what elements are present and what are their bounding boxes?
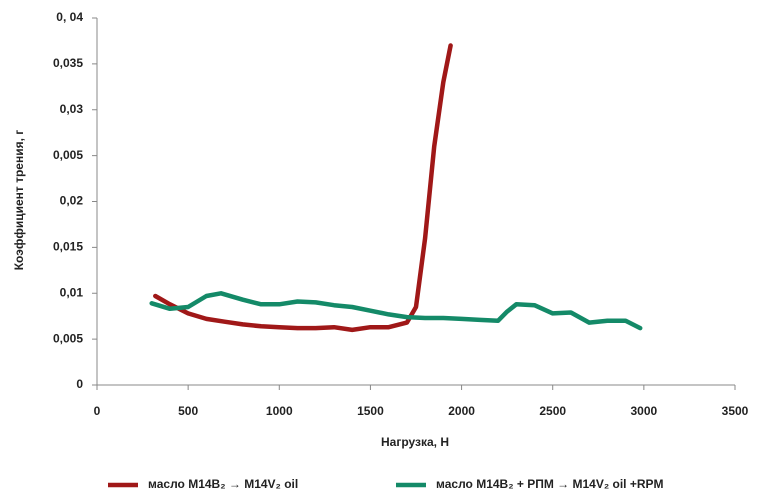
y-tick-label: 0,03 <box>60 102 84 116</box>
y-tick-label: 0 <box>76 377 83 391</box>
y-axis-label: Коэффициент трения, г <box>12 130 26 271</box>
y-tick-label: 0,02 <box>60 194 84 208</box>
y-tick-label: 0,005 <box>53 148 83 162</box>
data-line <box>153 43 453 333</box>
y-tick-label: 0,005 <box>53 331 83 345</box>
legend-label: масло М14В₂ + РПМ → М14V₂ oil +RPM <box>436 477 664 491</box>
y-tick-label: 0,035 <box>53 56 83 70</box>
y-tick-label: 0,01 <box>60 285 84 299</box>
x-tick-label: 1000 <box>266 404 293 418</box>
y-tick-label: 0, 04 <box>56 10 83 24</box>
x-tick-label: 1500 <box>357 404 384 418</box>
x-tick-label: 500 <box>178 404 198 418</box>
x-tick-label: 0 <box>94 404 101 418</box>
data-line <box>149 291 643 331</box>
legend-label: масло М14В₂ → М14V₂ oil <box>148 477 298 491</box>
x-tick-label: 2500 <box>539 404 566 418</box>
x-tick-label: 3500 <box>722 404 749 418</box>
x-tick-label: 2000 <box>448 404 475 418</box>
y-tick-label: 0,015 <box>53 240 83 254</box>
x-tick-label: 3000 <box>631 404 658 418</box>
x-axis-label: Нагрузка, Н <box>381 435 449 449</box>
